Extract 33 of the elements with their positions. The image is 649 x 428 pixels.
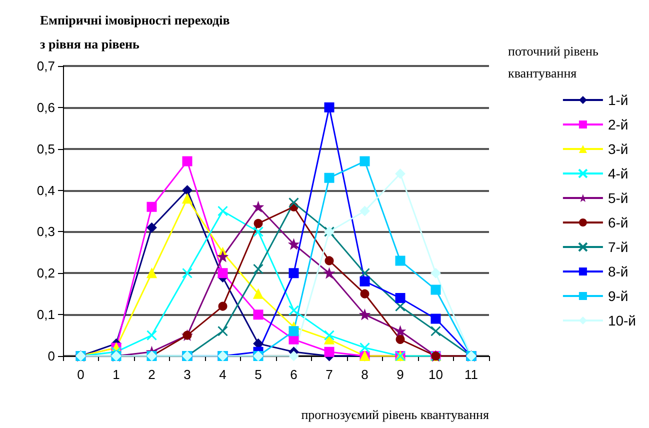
legend-label: 4-й xyxy=(608,166,628,182)
x-tick-label: 9 xyxy=(396,367,404,382)
x-tick-label: 3 xyxy=(184,367,191,382)
y-tick-label: 0,7 xyxy=(36,58,55,74)
x-tick-label: 4 xyxy=(219,367,226,382)
x-axis-title: прогнозуємий рівень квантування xyxy=(301,407,490,422)
legend-title: поточний рівень квантування xyxy=(508,44,599,80)
x-tick-label: 10 xyxy=(428,367,443,382)
legend-label: 8-й xyxy=(608,264,628,280)
x-tick-label: 5 xyxy=(254,367,262,382)
x-tick-label: 8 xyxy=(361,367,368,382)
x-tick-label: 6 xyxy=(290,367,298,382)
x-tick-label: 7 xyxy=(326,367,333,382)
y-tick-label: 0 xyxy=(48,348,55,364)
x-tick-label: 11 xyxy=(464,367,478,382)
x-tick-label: 1 xyxy=(112,367,120,382)
legend-label: 10-й xyxy=(608,312,636,328)
legend-label: 1-й xyxy=(608,92,628,108)
legend-label: 6-й xyxy=(608,214,628,230)
x-tick-label: 2 xyxy=(148,367,156,382)
y-tick-label: 0,5 xyxy=(36,141,55,156)
y-tick-label: 0,4 xyxy=(36,182,55,198)
y-tick-label: 0,3 xyxy=(36,224,55,240)
legend-label: 2-й xyxy=(608,116,628,132)
legend-label: 7-й xyxy=(608,239,628,255)
y-tick-label: 0,2 xyxy=(36,266,55,281)
x-tick-label: 0 xyxy=(77,367,84,382)
y-tick-label: 0,1 xyxy=(36,307,55,322)
chart-title: Емпіричні імовірності переходів з рівня на рівень xyxy=(40,12,230,52)
legend-label: 3-й xyxy=(608,141,628,157)
y-tick-label: 0,6 xyxy=(36,100,55,115)
legend-label: 9-й xyxy=(608,288,628,304)
legend-label: 5-й xyxy=(608,190,628,206)
